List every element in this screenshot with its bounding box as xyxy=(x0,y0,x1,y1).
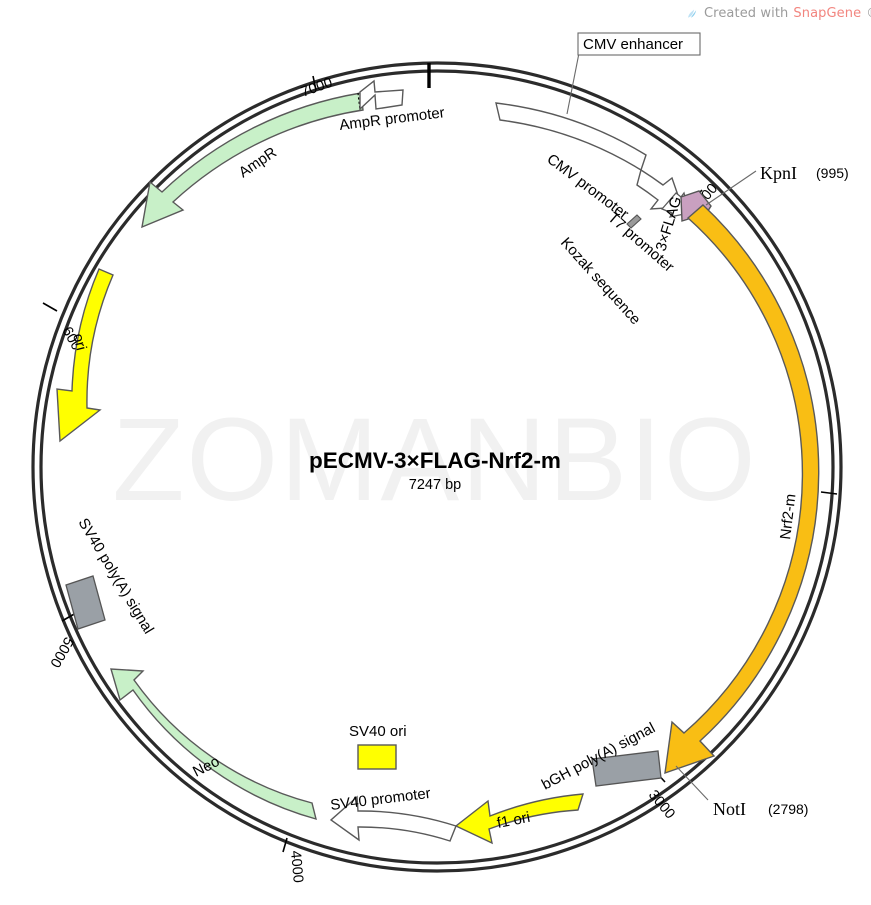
feature-sv40-polya-signal[interactable] xyxy=(65,575,106,630)
enzyme-kpni-position: (995) xyxy=(816,165,849,181)
feature-neo[interactable] xyxy=(110,668,317,820)
leader-lines xyxy=(566,47,757,801)
label-nrf2-m: Nrf2-m xyxy=(777,493,799,541)
tick-label: 7000 xyxy=(299,75,335,101)
snapgene-logo-icon xyxy=(686,7,699,20)
snapgene-credit-prefix: Created with xyxy=(704,6,789,21)
label-kozak: Kozak sequence xyxy=(557,234,644,328)
feature-ori[interactable] xyxy=(56,268,114,443)
tick-label: 4000 xyxy=(287,850,306,884)
leader-cmv-enhancer xyxy=(566,47,581,115)
enzyme-kpni-name[interactable]: KpnI xyxy=(760,163,797,183)
tick-label: 3000 xyxy=(645,787,678,822)
feature-kozak-sequence[interactable] xyxy=(626,214,642,229)
label-text: CMV enhancer xyxy=(583,36,683,53)
feature-f1-ori[interactable] xyxy=(454,793,584,845)
label-cmv-enhancer: CMV enhancer xyxy=(577,32,701,56)
plasmid-backbone xyxy=(31,61,843,873)
enzyme-labels[interactable]: KpnI (995) NotI (2798) xyxy=(713,163,849,819)
plasmid-title: pECMV-3×FLAG-Nrf2-m xyxy=(309,448,561,473)
watermark-text: ZOMANBIO xyxy=(112,394,757,526)
leader-kpni xyxy=(705,170,757,206)
label-ori: ori xyxy=(69,332,90,352)
label-sv40-ori: SV40 ori xyxy=(349,723,407,740)
feature-ampr[interactable] xyxy=(141,92,364,229)
label-sv40-promoter: SV40 promoter xyxy=(329,785,431,814)
snapgene-credit-suffix: ® xyxy=(866,6,871,21)
feature-sv40-promoter[interactable] xyxy=(329,795,457,842)
feature-cmv-enhancer[interactable] xyxy=(495,102,647,172)
feature-nrf2-m[interactable] xyxy=(664,204,820,775)
feature-sv40-ori[interactable] xyxy=(357,744,397,770)
label-f1-ori: f1 ori xyxy=(496,809,532,832)
enzyme-noti-position: (2798) xyxy=(768,801,808,817)
plasmid-length: 7247 bp xyxy=(409,477,461,493)
tick-label: 5000 xyxy=(46,634,76,670)
snapgene-credit: Created with SnapGene ® xyxy=(686,6,871,21)
snapgene-brand: SnapGene xyxy=(793,6,862,21)
leader-noti xyxy=(675,765,709,801)
feature-ampr-promoter[interactable] xyxy=(359,79,404,111)
feature-bgh-polya-signal[interactable] xyxy=(591,750,662,787)
enzyme-noti-name[interactable]: NotI xyxy=(713,799,746,819)
